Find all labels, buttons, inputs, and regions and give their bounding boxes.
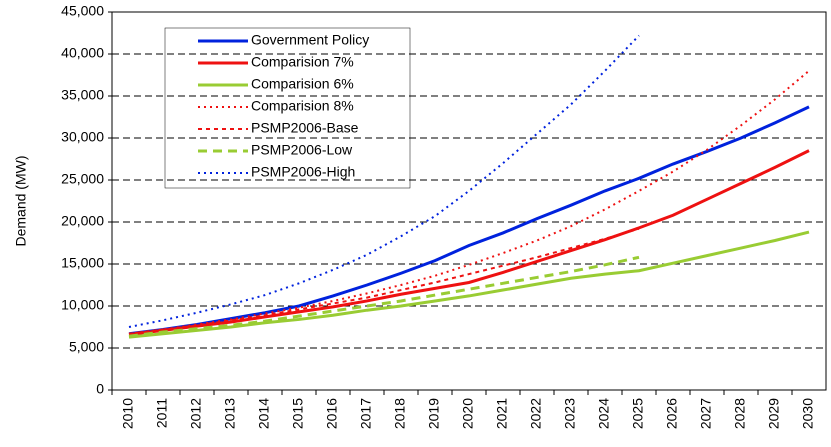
y-tick-label: 5,000 bbox=[69, 339, 104, 355]
x-tick-label: 2020 bbox=[460, 398, 476, 429]
x-tick-label: 2025 bbox=[630, 398, 646, 429]
x-tick-label: 2028 bbox=[732, 398, 748, 429]
x-tick-label: 2021 bbox=[494, 398, 510, 429]
x-tick-label: 2022 bbox=[528, 398, 544, 429]
x-tick-label: 2018 bbox=[392, 398, 408, 429]
series-line bbox=[128, 230, 810, 339]
x-tick-label: 2019 bbox=[426, 398, 442, 429]
x-tick-label: 2026 bbox=[664, 398, 680, 429]
series-line bbox=[128, 227, 640, 335]
x-tick-label: 2012 bbox=[188, 398, 204, 429]
x-tick-label: 2015 bbox=[290, 398, 306, 429]
legend-label: Government Policy bbox=[251, 32, 369, 48]
legend-label: PSMP2006-Base bbox=[251, 120, 359, 136]
x-tick-label: 2014 bbox=[256, 398, 272, 429]
legend-label: Comparision 6% bbox=[251, 76, 354, 92]
series-line bbox=[128, 70, 810, 335]
y-tick-label: 10,000 bbox=[61, 297, 104, 313]
series-line bbox=[128, 149, 810, 337]
legend-label: PSMP2006-High bbox=[251, 164, 355, 180]
series-line bbox=[128, 255, 640, 338]
x-tick-label: 2029 bbox=[766, 398, 782, 429]
x-tick-label: 2027 bbox=[698, 398, 714, 429]
y-tick-label: 15,000 bbox=[61, 255, 104, 271]
legend-label: Comparision 7% bbox=[251, 54, 354, 70]
x-tick-label: 2024 bbox=[596, 398, 612, 429]
y-tick-label: 30,000 bbox=[61, 129, 104, 145]
legend-label: PSMP2006-Low bbox=[251, 142, 353, 158]
y-tick-label: 35,000 bbox=[61, 87, 104, 103]
y-tick-label: 0 bbox=[96, 381, 104, 397]
x-tick-label: 2016 bbox=[324, 398, 340, 429]
x-tick-label: 2030 bbox=[800, 398, 816, 429]
y-tick-label: 45,000 bbox=[61, 3, 104, 19]
legend-label: Comparision 8% bbox=[251, 98, 354, 114]
y-axis-label: Demand (MW) bbox=[13, 155, 29, 246]
x-tick-label: 2011 bbox=[154, 398, 170, 428]
x-tick-label: 2017 bbox=[358, 398, 374, 429]
series-line bbox=[128, 34, 640, 328]
y-tick-label: 40,000 bbox=[61, 45, 104, 61]
x-tick-label: 2010 bbox=[120, 398, 136, 429]
x-tick-label: 2023 bbox=[562, 398, 578, 429]
x-tick-label: 2013 bbox=[222, 398, 238, 429]
y-tick-label: 25,000 bbox=[61, 171, 104, 187]
y-tick-label: 20,000 bbox=[61, 213, 104, 229]
